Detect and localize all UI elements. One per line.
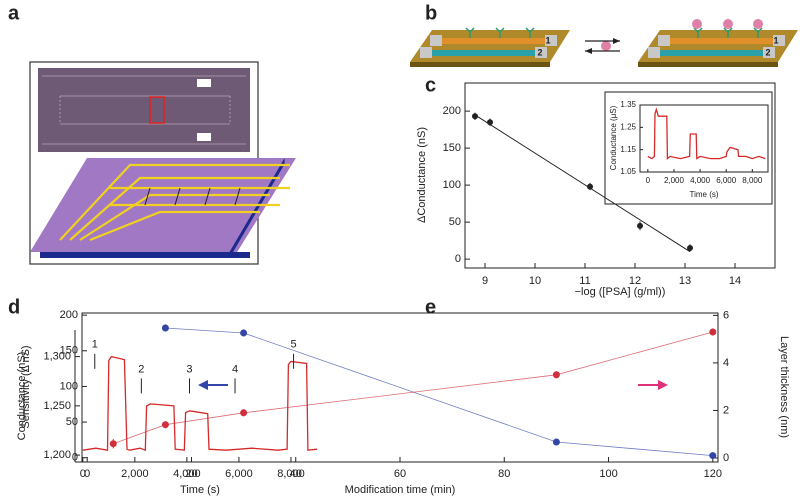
x-tick-label: 11 (579, 275, 590, 287)
electrode-label: 2 (765, 47, 770, 57)
x-tick-label: 10 (529, 275, 541, 287)
x-tick-label: 80 (498, 468, 510, 480)
plot-frame (639, 104, 769, 173)
y-tick-label: 100 (443, 179, 461, 191)
x-axis-label: Time (s) (689, 190, 718, 199)
trend-line (474, 114, 691, 253)
y-axis-label: Conductance (nS) (16, 352, 28, 441)
axis-arrows (198, 380, 668, 390)
x-tick-label: 60 (394, 468, 406, 480)
y2-axis-label: Layer thickness (nm) (778, 336, 790, 438)
data-line (165, 327, 713, 456)
data-line (82, 355, 318, 452)
x-tick-label: 6,000 (716, 176, 737, 185)
x-tick-label: 0 (80, 468, 86, 480)
panel-label: d (8, 296, 20, 318)
x-tick-label: 12 (629, 275, 641, 287)
data-point (487, 119, 493, 126)
data-point (709, 452, 717, 460)
y-tick-label: 100 (60, 380, 78, 392)
data-point (687, 245, 693, 252)
device-image (29, 61, 297, 265)
y-tick-label: 1.05 (620, 167, 636, 176)
x-axis-label: Time (s) (180, 484, 220, 496)
y-tick-label: 150 (443, 142, 461, 154)
x-tick-label: 6,000 (225, 468, 253, 480)
x-axis-label: −log ([PSA] (g/ml)) (575, 286, 666, 298)
data-point (161, 421, 169, 429)
data-point (552, 371, 560, 379)
x-tick-label: 2,000 (121, 468, 149, 480)
inset-frame (604, 91, 773, 205)
annotation: 5 (291, 339, 297, 351)
x-tick-label: 20 (185, 468, 197, 480)
x-tick-label: 0 (84, 468, 90, 480)
panel-label: a (8, 2, 20, 24)
x-tick-label: 0 (646, 176, 651, 185)
data-point (240, 409, 248, 417)
y-tick-label: 1.25 (620, 122, 636, 131)
annotation: 1 (92, 339, 98, 351)
y2-tick-label: 0 (723, 452, 729, 464)
panel-label: e (425, 296, 436, 318)
panel-label: b (425, 2, 437, 24)
annotation: 4 (232, 363, 238, 375)
y2-tick-label: 2 (723, 404, 729, 416)
sensor-schematic (410, 19, 799, 68)
y-tick-label: 1.35 (620, 100, 636, 109)
y-tick-label: 0 (455, 253, 461, 265)
y-tick-label: 1,300 (43, 351, 71, 363)
annotation: 3 (186, 363, 192, 375)
electrode-label: 1 (773, 35, 778, 45)
x-tick-label: 8,000 (277, 468, 305, 480)
y-tick-label: 150 (60, 345, 78, 357)
data-point (552, 438, 560, 446)
data-point (587, 183, 593, 190)
y-axis-label: ΔConductance (nS) (416, 127, 428, 223)
y-tick-label: 50 (66, 416, 78, 428)
y-tick-label: 1,250 (43, 400, 71, 412)
data-line (647, 107, 766, 160)
y-tick-label: 200 (60, 309, 78, 321)
y-tick-label: 200 (443, 105, 461, 117)
x-tick-label: 9 (482, 275, 488, 287)
data-point (472, 113, 478, 120)
x-tick-label: 14 (729, 275, 741, 287)
x-tick-label: 40 (290, 468, 302, 480)
x-axis-label: Modification time (min) (345, 484, 456, 496)
x-tick-label: 13 (679, 275, 691, 287)
x-tick-label: 2,000 (664, 176, 685, 185)
y-tick-label: 1,200 (43, 449, 71, 461)
annotation: 2 (138, 363, 144, 375)
data-point (240, 329, 248, 337)
data-point (709, 328, 717, 336)
x-tick-label: 100 (599, 468, 617, 480)
y2-tick-label: 6 (723, 309, 729, 321)
y-axis-label: Sensitivity (Δ nS) (20, 345, 32, 428)
x-tick-label: 4,000 (690, 176, 711, 185)
x-tick-label: 120 (704, 468, 722, 480)
y-tick-label: 0 (72, 452, 78, 464)
y-tick-label: 1.15 (620, 145, 636, 154)
data-line (113, 331, 713, 445)
electrode-label: 2 (537, 47, 542, 57)
x-tick-label: 4,000 (173, 468, 201, 480)
data-point (161, 324, 169, 332)
plot-frame (464, 82, 776, 269)
y-axis-label: Conductance (μS) (609, 105, 618, 170)
y2-tick-label: 4 (723, 357, 729, 369)
electrode-label: 1 (545, 35, 550, 45)
y-tick-label: 50 (449, 216, 461, 228)
data-point (637, 222, 643, 229)
x-tick-label: 8,000 (742, 176, 763, 185)
data-point (109, 440, 117, 448)
panel-label: c (425, 74, 436, 96)
